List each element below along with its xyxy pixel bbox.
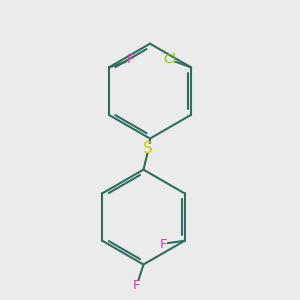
Text: F: F [126, 53, 134, 66]
Text: S: S [143, 141, 153, 156]
Text: F: F [133, 279, 141, 292]
Text: Cl: Cl [163, 53, 176, 66]
Text: F: F [160, 238, 167, 250]
